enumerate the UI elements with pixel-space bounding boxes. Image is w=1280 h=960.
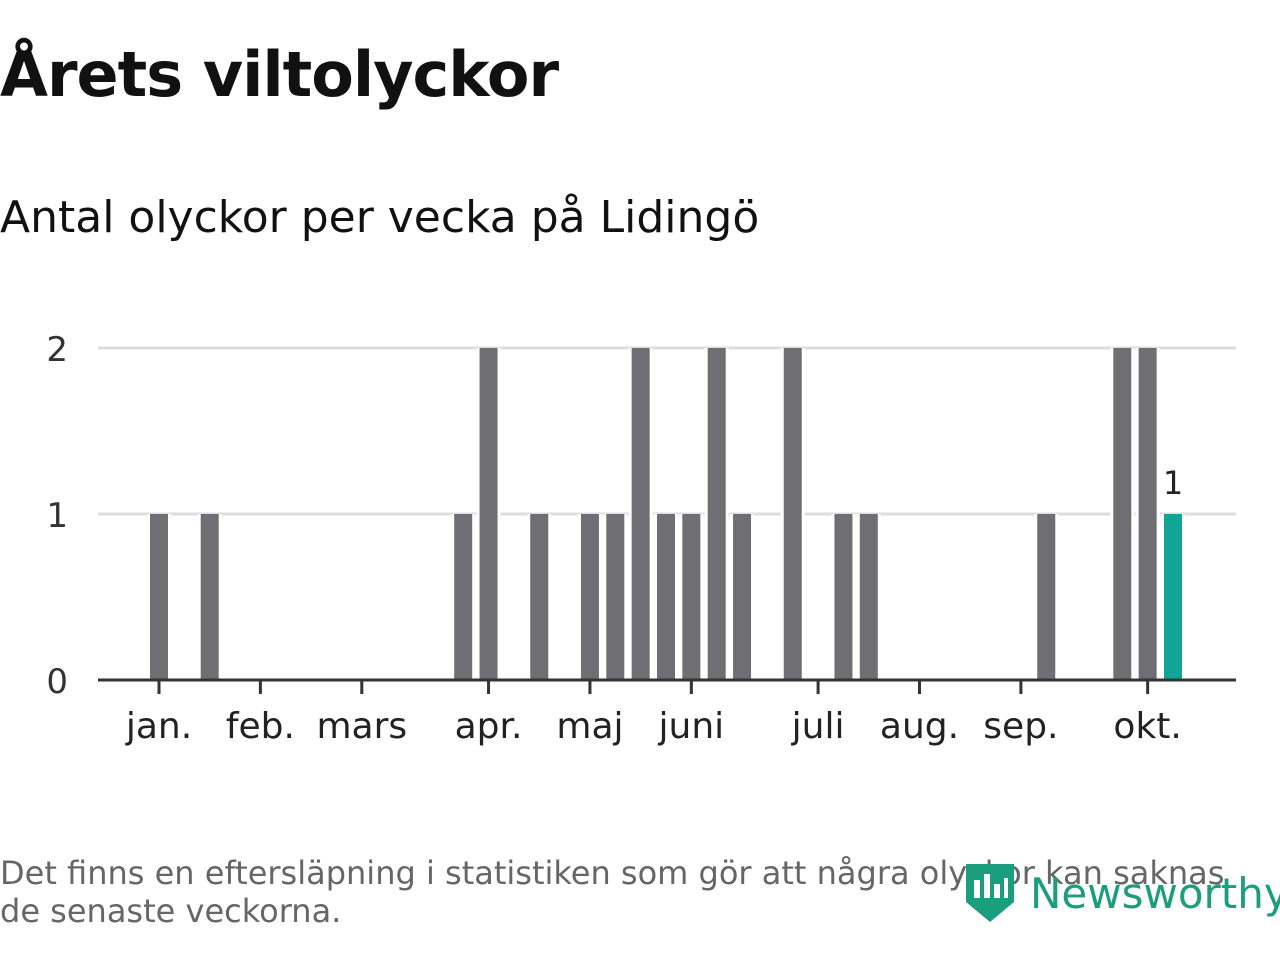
bar-week-22 (682, 514, 701, 680)
bar-week-3 (200, 514, 219, 680)
x-tick-label: okt. (1113, 706, 1181, 747)
bar-week-23 (707, 348, 726, 680)
bars (147, 348, 1185, 680)
chart-subtitle: Antal olyckor per vecka på Lidingö (0, 192, 760, 243)
bar-week-40 (1138, 348, 1157, 680)
x-tick-label: sep. (983, 706, 1058, 747)
bar-week-39 (1113, 348, 1132, 680)
brand-name: Newsworthy (1030, 868, 1280, 918)
x-tick-label: mars (316, 706, 407, 747)
bar-week-29 (859, 514, 878, 680)
x-tick-label: aug. (880, 706, 959, 747)
footnote: Det finns en eftersläpning i statistiken… (0, 854, 1225, 930)
bar-week-41 (1164, 514, 1182, 680)
axis-labels: 0 1 2 1 jan. feb. mars apr. maj juni juli aug. sep. o… (46, 330, 1183, 747)
bar-week-24 (733, 514, 752, 680)
x-tick-label: apr. (455, 706, 523, 747)
grid-lines (98, 346, 1236, 516)
bar-week-26 (783, 348, 802, 680)
bar-week-20 (631, 348, 650, 680)
y-tick-label: 1 (46, 496, 68, 536)
x-tick-label: maj (556, 706, 623, 747)
newsworthy-logo-icon (966, 864, 1014, 922)
x-axis (98, 678, 1236, 694)
y-tick-label: 2 (46, 330, 68, 370)
bar-week-21 (657, 514, 675, 680)
bar-week-16 (530, 514, 549, 680)
x-tick-label: jan. (125, 706, 192, 747)
x-tick-label: juli (791, 706, 845, 747)
bar-week-14 (479, 348, 498, 680)
data-label: 1 (1163, 464, 1183, 502)
chart-title: Årets viltolyckor (0, 38, 559, 111)
bar-week-28 (834, 514, 853, 680)
x-tick-label: feb. (226, 706, 295, 747)
bar-week-19 (606, 514, 625, 680)
bar-chart: 0 1 2 1 jan. feb. mars apr. maj juni juli aug. sep. o… (46, 330, 1236, 747)
bar-week-18 (580, 514, 599, 680)
bar-week-13 (454, 514, 473, 680)
bar-week-1 (150, 514, 168, 680)
bar-week-36 (1037, 514, 1056, 680)
x-tick-label: juni (658, 706, 725, 747)
y-tick-label: 0 (46, 662, 68, 702)
newsworthy-logo: Newsworthy (964, 862, 1280, 924)
